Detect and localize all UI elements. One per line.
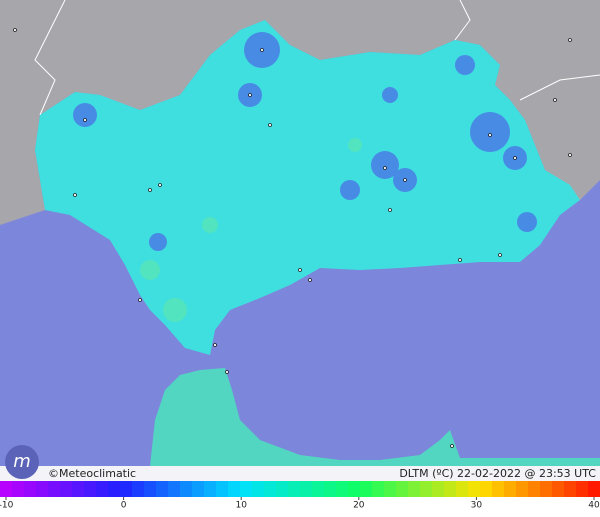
colorbar-cell (84, 481, 97, 497)
colorbar-cell (192, 481, 205, 497)
colorbar-cell (564, 481, 577, 497)
logo (5, 445, 39, 479)
colorbar-cell (468, 481, 481, 497)
colorbar-tick-label: 40 (588, 501, 600, 511)
colorbar-cell (312, 481, 325, 497)
colorbar: -10 0 10 20 30 40 (0, 481, 600, 511)
border (519, 74, 600, 101)
stations (13, 28, 572, 448)
colorbar-cell (168, 481, 181, 497)
colorbar-cell (324, 481, 337, 497)
colorbar-cell (480, 481, 493, 497)
colorbar-cell (456, 481, 469, 497)
colorbar-tick-label: 30 (471, 501, 483, 511)
colorbar-tick-label: 10 (235, 501, 247, 511)
colorbar-cell (396, 481, 409, 497)
colorbar-cell (12, 481, 25, 497)
colorbar-cell (24, 481, 37, 497)
colorbar-cell (504, 481, 517, 497)
colorbar-cell (0, 481, 13, 497)
colorbar-cell (348, 481, 361, 497)
colorbar-cell (576, 481, 589, 497)
colorbar-cell (108, 481, 121, 497)
land (0, 0, 600, 225)
colorbar-cell (336, 481, 349, 497)
border (454, 0, 471, 41)
border (34, 0, 66, 116)
cold-spots (73, 32, 537, 251)
colorbar-cell (240, 481, 253, 497)
colorbar-cell (588, 481, 600, 497)
colorbar-cell (540, 481, 553, 497)
colorbar-cell (360, 481, 373, 497)
andalusia (35, 20, 580, 355)
colorbar-cell (204, 481, 217, 497)
colorbar-cell (180, 481, 193, 497)
colorbar-cell (72, 481, 85, 497)
colorbar-cell (252, 481, 265, 497)
colorbar-cell (144, 481, 157, 497)
colorbar-cell (36, 481, 49, 497)
colorbar-tick-label: 0 (121, 501, 127, 511)
colorbar-cell (552, 481, 565, 497)
colorbar-cell (516, 481, 529, 497)
colorbar-cell (528, 481, 541, 497)
colorbar-cell (432, 481, 445, 497)
colorbar-cell (264, 481, 277, 497)
colorbar-cell (288, 481, 301, 497)
colorbar-cell (216, 481, 229, 497)
colorbar-cell (120, 481, 133, 497)
colorbar-cell (276, 481, 289, 497)
logo-mark: m (13, 451, 31, 472)
colorbar-cell (384, 481, 397, 497)
colorbar-cell (132, 481, 145, 497)
colorbar-cell (96, 481, 109, 497)
colorbar-cell (48, 481, 61, 497)
colorbar-cell (492, 481, 505, 497)
credit: ©Meteoclimatic (48, 467, 136, 480)
colorbar-cell (408, 481, 421, 497)
colorbar-cell (228, 481, 241, 497)
colorbar-cell (372, 481, 385, 497)
colorbar-cell (156, 481, 169, 497)
colorbar-tick-label: -10 (0, 501, 14, 511)
caption: DLTM (ºC) 22-02-2022 @ 23:53 UTC (399, 467, 596, 480)
colorbar-cell (60, 481, 73, 497)
colorbar-cell (300, 481, 313, 497)
colorbar-tick-label: 20 (353, 501, 365, 511)
warm-spots (140, 138, 362, 322)
morocco (150, 368, 600, 466)
caption-bar (0, 466, 600, 481)
colorbar-cell (420, 481, 433, 497)
colorbar-cell (444, 481, 457, 497)
